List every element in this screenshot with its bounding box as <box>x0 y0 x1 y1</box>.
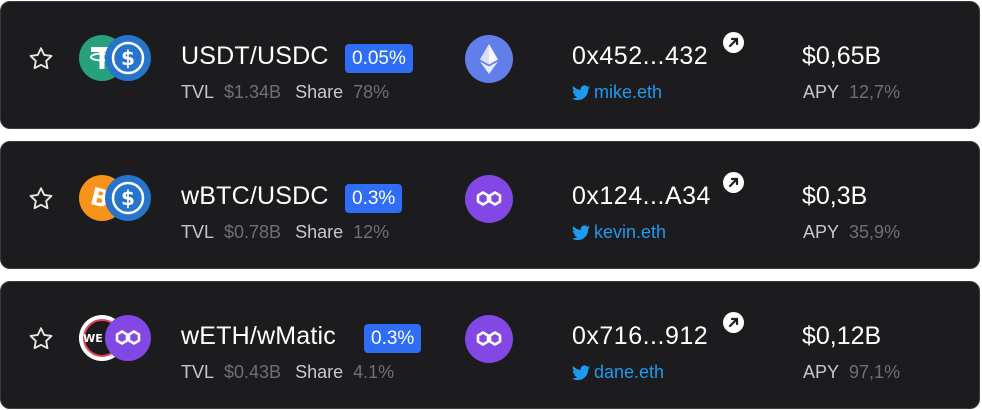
twitter-link[interactable]: kevin.eth <box>572 222 666 243</box>
fee-badge: 0.05% <box>345 44 413 73</box>
svg-text:WE: WE <box>83 332 103 345</box>
polygon-icon <box>465 315 513 363</box>
apy-stat: APY 35,9% <box>803 222 900 243</box>
share-label: Share <box>295 362 344 382</box>
tvl-label: TVL <box>181 362 215 382</box>
usdc-icon: $ <box>105 175 151 221</box>
pair-name: USDT/USDC <box>181 42 329 70</box>
apy-label: APY <box>803 82 840 102</box>
pool-row[interactable]: B $ wBTC/USDC 0.3% TVL $0.78B Share 12% 0x1… <box>0 141 980 269</box>
polygon-icon <box>465 175 513 223</box>
external-link-icon[interactable] <box>723 32 744 53</box>
pool-amount: $0,12B <box>802 322 882 350</box>
external-link-icon[interactable] <box>723 312 744 333</box>
apy-label: APY <box>803 222 840 242</box>
tvl-label: TVL <box>181 82 215 102</box>
pool-amount: $0,3B <box>802 182 868 210</box>
apy-stat: APY 12,7% <box>803 82 900 103</box>
svg-text:$: $ <box>121 46 135 70</box>
twitter-handle[interactable]: dane.eth <box>594 362 665 382</box>
polygon-icon <box>105 315 151 361</box>
pool-amount: $0,65B <box>802 42 882 70</box>
tvl-label: TVL <box>181 222 215 242</box>
twitter-icon <box>572 225 590 241</box>
pair-name: wETH/wMatic <box>181 322 336 350</box>
pair-name: wBTC/USDC <box>181 182 329 210</box>
star-icon[interactable] <box>27 325 55 353</box>
pair-token-icons: WE <box>79 315 153 363</box>
pool-row[interactable]: WE wETH/wMatic 0.3% TVL $0.43B Share 4.1% 0… <box>0 281 980 409</box>
share-label: Share <box>295 82 344 102</box>
share-value: 78% <box>353 82 390 102</box>
share-value: 4.1% <box>353 362 395 382</box>
wallet-address[interactable]: 0x716...912 <box>572 322 709 350</box>
pair-token-icons: $ <box>79 35 153 83</box>
fee-badge: 0.3% <box>345 184 403 213</box>
tvl-value: $1.34B <box>224 82 282 102</box>
pool-row[interactable]: $ USDT/USDC 0.05% TVL $1.34B Share 78% 0x45… <box>0 1 980 129</box>
share-value: 12% <box>353 222 390 242</box>
pair-token-icons: B $ <box>79 175 153 223</box>
pool-stats: TVL $0.43B Share 4.1% <box>181 362 394 383</box>
star-icon[interactable] <box>27 45 55 73</box>
ethereum-icon <box>465 35 513 83</box>
twitter-link[interactable]: mike.eth <box>572 82 662 103</box>
twitter-icon <box>572 85 590 101</box>
svg-text:$: $ <box>121 186 135 210</box>
usdc-icon: $ <box>105 35 151 81</box>
tvl-value: $0.43B <box>224 362 282 382</box>
apy-value: 35,9% <box>849 222 901 242</box>
twitter-handle[interactable]: kevin.eth <box>594 222 667 242</box>
fee-badge: 0.3% <box>364 324 422 353</box>
external-link-icon[interactable] <box>723 172 744 193</box>
tvl-value: $0.78B <box>224 222 282 242</box>
apy-value: 12,7% <box>849 82 901 102</box>
pool-stats: TVL $0.78B Share 12% <box>181 222 389 243</box>
apy-label: APY <box>803 362 840 382</box>
apy-stat: APY 97,1% <box>803 362 900 383</box>
pool-stats: TVL $1.34B Share 78% <box>181 82 389 103</box>
star-icon[interactable] <box>27 185 55 213</box>
share-label: Share <box>295 222 344 242</box>
wallet-address[interactable]: 0x452...432 <box>572 42 709 70</box>
wallet-address[interactable]: 0x124...A34 <box>572 182 711 210</box>
twitter-icon <box>572 365 590 381</box>
apy-value: 97,1% <box>849 362 901 382</box>
twitter-link[interactable]: dane.eth <box>572 362 664 383</box>
twitter-handle[interactable]: mike.eth <box>594 82 663 102</box>
